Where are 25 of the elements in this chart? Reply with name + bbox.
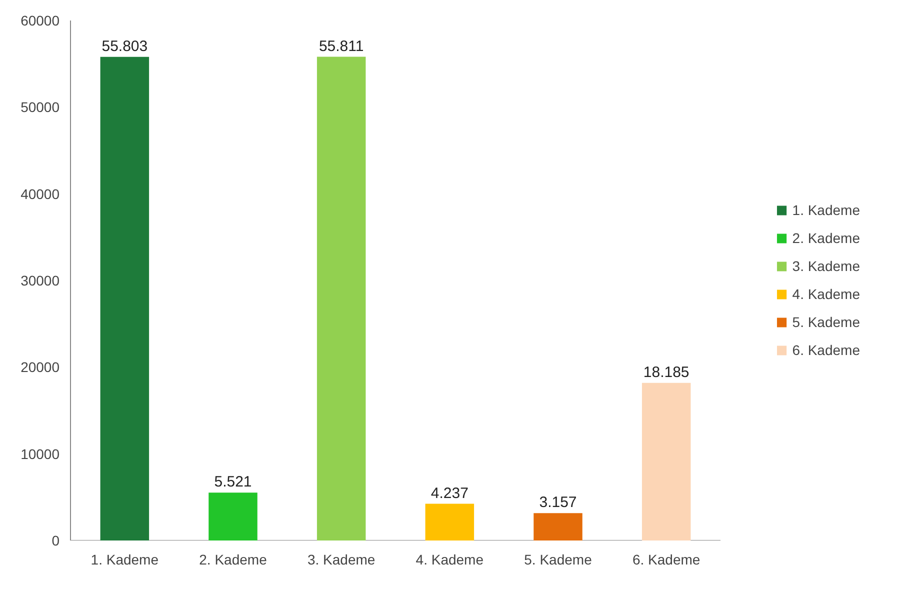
legend-label: 2. Kademe xyxy=(792,230,860,246)
legend-label: 5. Kademe xyxy=(792,314,860,330)
y-tick-label: 30000 xyxy=(20,272,60,288)
y-tick-label: 0 xyxy=(52,532,60,548)
x-tick-label: 1. Kademe xyxy=(90,552,159,568)
y-tick-label: 10000 xyxy=(20,446,60,462)
data-label: 18.185 xyxy=(643,364,690,381)
data-label: 4.237 xyxy=(430,484,468,502)
x-tick-label: 2. Kademe xyxy=(199,552,268,568)
data-label: 55.811 xyxy=(318,38,364,55)
data-label: 55.803 xyxy=(102,38,148,55)
data-label: 3.157 xyxy=(539,494,577,512)
legend-label: 1. Kademe xyxy=(792,202,860,218)
legend-label: 3. Kademe xyxy=(792,258,860,274)
y-tick-label: 20000 xyxy=(20,359,60,376)
y-tick-label: 50000 xyxy=(20,99,60,116)
x-tick-label: 5. Kademe xyxy=(524,552,592,568)
x-tick-label: 6. Kademe xyxy=(632,552,700,568)
legend-label: 4. Kademe xyxy=(792,286,860,302)
y-tick-label: 40000 xyxy=(20,186,60,202)
x-tick-label: 4. Kademe xyxy=(416,552,484,568)
data-label: 5.521 xyxy=(214,474,252,491)
legend-label: 6. Kademe xyxy=(792,342,860,358)
x-tick-label: 3. Kademe xyxy=(307,552,376,568)
y-tick-label: 60000 xyxy=(20,12,60,28)
